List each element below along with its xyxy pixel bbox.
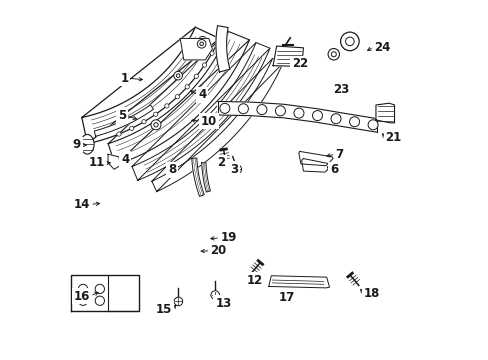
- Circle shape: [275, 106, 285, 116]
- Circle shape: [330, 114, 340, 124]
- Polygon shape: [201, 163, 210, 192]
- Text: 15: 15: [156, 303, 172, 316]
- Ellipse shape: [81, 134, 94, 154]
- Circle shape: [95, 296, 104, 305]
- Circle shape: [340, 32, 358, 51]
- Circle shape: [164, 104, 169, 108]
- Text: 23: 23: [332, 84, 348, 96]
- Text: 16: 16: [74, 289, 90, 303]
- Text: 10: 10: [201, 114, 217, 127]
- Circle shape: [256, 105, 266, 114]
- Circle shape: [194, 74, 198, 78]
- Circle shape: [153, 112, 158, 116]
- Text: 6: 6: [329, 163, 338, 176]
- Text: 17: 17: [278, 291, 294, 304]
- Circle shape: [175, 95, 179, 99]
- Text: 7: 7: [335, 148, 343, 161]
- Text: 21: 21: [385, 131, 401, 144]
- Text: 13: 13: [215, 297, 231, 310]
- Circle shape: [293, 108, 304, 118]
- Circle shape: [327, 49, 339, 60]
- Circle shape: [129, 126, 134, 131]
- Circle shape: [367, 120, 377, 130]
- Circle shape: [174, 297, 183, 306]
- Polygon shape: [132, 42, 269, 180]
- Text: 19: 19: [220, 231, 236, 244]
- Text: 22: 22: [291, 57, 307, 71]
- Text: 11: 11: [88, 156, 104, 169]
- Circle shape: [345, 37, 353, 46]
- Polygon shape: [191, 158, 204, 197]
- Text: 5: 5: [118, 109, 125, 122]
- Text: 12: 12: [246, 274, 262, 287]
- Circle shape: [142, 120, 146, 124]
- Polygon shape: [301, 158, 331, 172]
- Polygon shape: [71, 275, 139, 311]
- Polygon shape: [216, 26, 229, 72]
- Circle shape: [117, 132, 121, 136]
- Polygon shape: [272, 46, 303, 66]
- Text: 18: 18: [364, 287, 380, 300]
- Circle shape: [198, 36, 206, 45]
- Circle shape: [151, 120, 161, 130]
- Circle shape: [78, 296, 87, 305]
- Circle shape: [197, 40, 205, 48]
- Circle shape: [220, 103, 229, 113]
- Polygon shape: [268, 276, 329, 288]
- Circle shape: [78, 284, 87, 294]
- Circle shape: [210, 291, 219, 299]
- Polygon shape: [108, 154, 121, 169]
- Polygon shape: [94, 105, 153, 136]
- Circle shape: [233, 165, 241, 174]
- Circle shape: [176, 74, 180, 77]
- Circle shape: [238, 104, 248, 114]
- Text: 20: 20: [210, 244, 226, 257]
- Polygon shape: [152, 58, 283, 192]
- Circle shape: [200, 42, 203, 46]
- Circle shape: [209, 51, 214, 55]
- Text: 9: 9: [73, 139, 81, 152]
- Text: 4: 4: [198, 89, 206, 102]
- Polygon shape: [180, 39, 212, 60]
- Circle shape: [202, 63, 206, 67]
- Text: 8: 8: [168, 163, 176, 176]
- Text: 1: 1: [120, 72, 128, 85]
- Circle shape: [95, 284, 104, 294]
- Text: 24: 24: [373, 41, 389, 54]
- Polygon shape: [298, 152, 332, 166]
- Polygon shape: [81, 27, 219, 144]
- Circle shape: [312, 111, 322, 121]
- Circle shape: [185, 85, 189, 89]
- Circle shape: [173, 71, 182, 80]
- Polygon shape: [217, 102, 376, 132]
- Circle shape: [331, 52, 336, 57]
- Circle shape: [154, 123, 158, 127]
- Polygon shape: [375, 103, 394, 123]
- Text: 3: 3: [229, 163, 237, 176]
- Text: 2: 2: [217, 156, 225, 169]
- Polygon shape: [108, 31, 249, 165]
- Text: 4: 4: [121, 153, 129, 166]
- Circle shape: [349, 117, 359, 127]
- Text: 14: 14: [74, 198, 90, 211]
